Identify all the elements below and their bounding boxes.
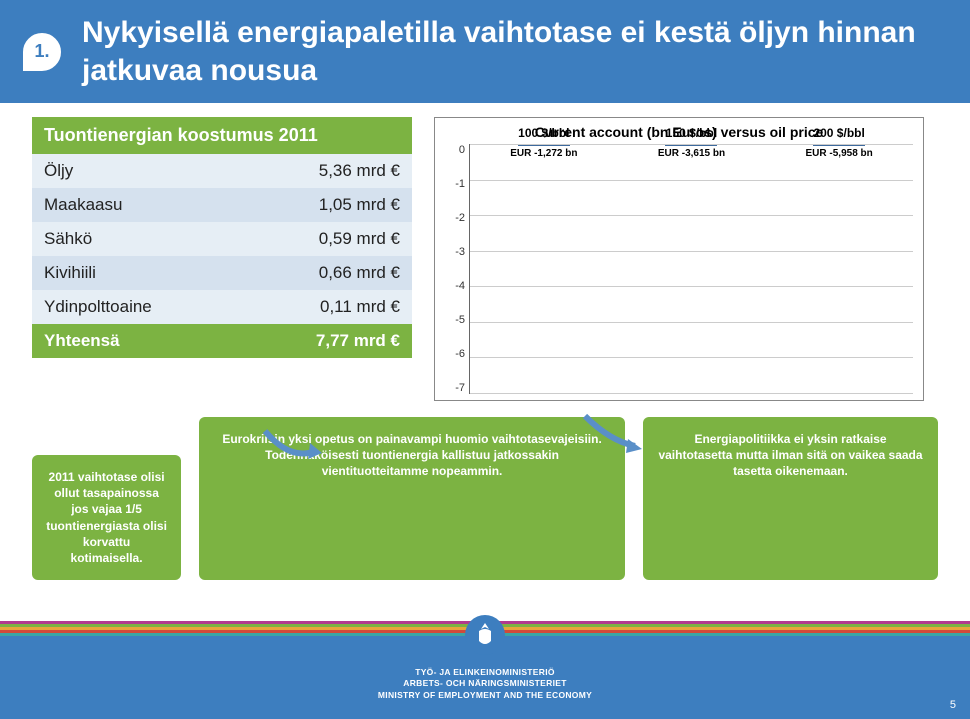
callout-2: Eurokriisin yksi opetus on painavampi hu… [199,417,625,580]
row-label: Kivihiili [32,256,241,290]
row-label: Ydinpolttoaine [32,290,241,324]
chart-bar: EUR -1,272 bn [471,144,617,159]
row-label: Sähkö [32,222,241,256]
chart-value-label: EUR -1,272 bn [510,148,577,159]
page-footer: TYÖ- JA ELINKEINOMINISTERIÖARBETS- OCH N… [0,621,970,719]
slide-number-badge: 1. [20,30,64,74]
energy-sources-table: Tuontienergian koostumus 2011 Öljy5,36 m… [32,117,412,401]
chart-area: 0-1-2-3-4-5-6-7 100 $/bbl150 $/bbl200 $/… [445,144,913,394]
chart-value-label: EUR -3,615 bn [658,148,725,159]
callouts-row: 2011 vaihtotase olisi ollut tasapainossa… [0,401,970,580]
row-value: 5,36 mrd € [241,154,412,188]
table-row: Öljy5,36 mrd € [32,154,412,188]
chart-y-axis: 0-1-2-3-4-5-6-7 [445,144,469,394]
total-value: 7,77 mrd € [241,324,412,358]
current-account-chart: Current account (bn Euros) versus oil pr… [434,117,924,401]
table-row: Ydinpolttoaine0,11 mrd € [32,290,412,324]
row-value: 1,05 mrd € [241,188,412,222]
page-title: Nykyisellä energiapaletilla vaihtotase e… [82,14,950,89]
chart-category-label: 100 $/bbl [518,126,569,140]
table-row: Kivihiili0,66 mrd € [32,256,412,290]
callout-3: Energiapolitiikka ei yksin ratkaise vaih… [643,417,938,580]
chart-value-label: EUR -5,958 bn [806,148,873,159]
chart-plot: 100 $/bbl150 $/bbl200 $/bbl EUR -1,272 b… [469,144,913,394]
crest-icon [465,615,505,655]
data-table: Öljy5,36 mrd €Maakaasu1,05 mrd €Sähkö0,5… [32,154,412,358]
row-value: 0,11 mrd € [241,290,412,324]
page-number: 5 [950,699,956,711]
chart-category-label: 150 $/bbl [666,126,717,140]
page-header: 1. Nykyisellä energiapaletilla vaihtotas… [0,0,970,103]
row-label: Maakaasu [32,188,241,222]
total-label: Yhteensä [32,324,241,358]
table-row: Maakaasu1,05 mrd € [32,188,412,222]
main-content: Tuontienergian koostumus 2011 Öljy5,36 m… [0,103,970,401]
chart-category-label: 200 $/bbl [813,126,864,140]
chart-bars: EUR -1,272 bn EUR -3,615 bn EUR -5,958 bn [470,144,913,393]
footer-bar: TYÖ- JA ELINKEINOMINISTERIÖARBETS- OCH N… [0,639,970,719]
table-row: Sähkö0,59 mrd € [32,222,412,256]
chart-x-labels: 100 $/bbl 150 $/bbl 200 $/bbl [470,126,913,140]
chart-bar: EUR -5,958 bn [766,144,912,159]
table-title: Tuontienergian koostumus 2011 [32,117,412,154]
row-label: Öljy [32,154,241,188]
row-value: 0,59 mrd € [241,222,412,256]
row-value: 0,66 mrd € [241,256,412,290]
callout-1: 2011 vaihtotase olisi ollut tasapainossa… [32,455,181,580]
ministry-text: TYÖ- JA ELINKEINOMINISTERIÖARBETS- OCH N… [378,667,592,701]
table-total-row: Yhteensä7,77 mrd € [32,324,412,358]
chart-bar: EUR -3,615 bn [618,144,764,159]
